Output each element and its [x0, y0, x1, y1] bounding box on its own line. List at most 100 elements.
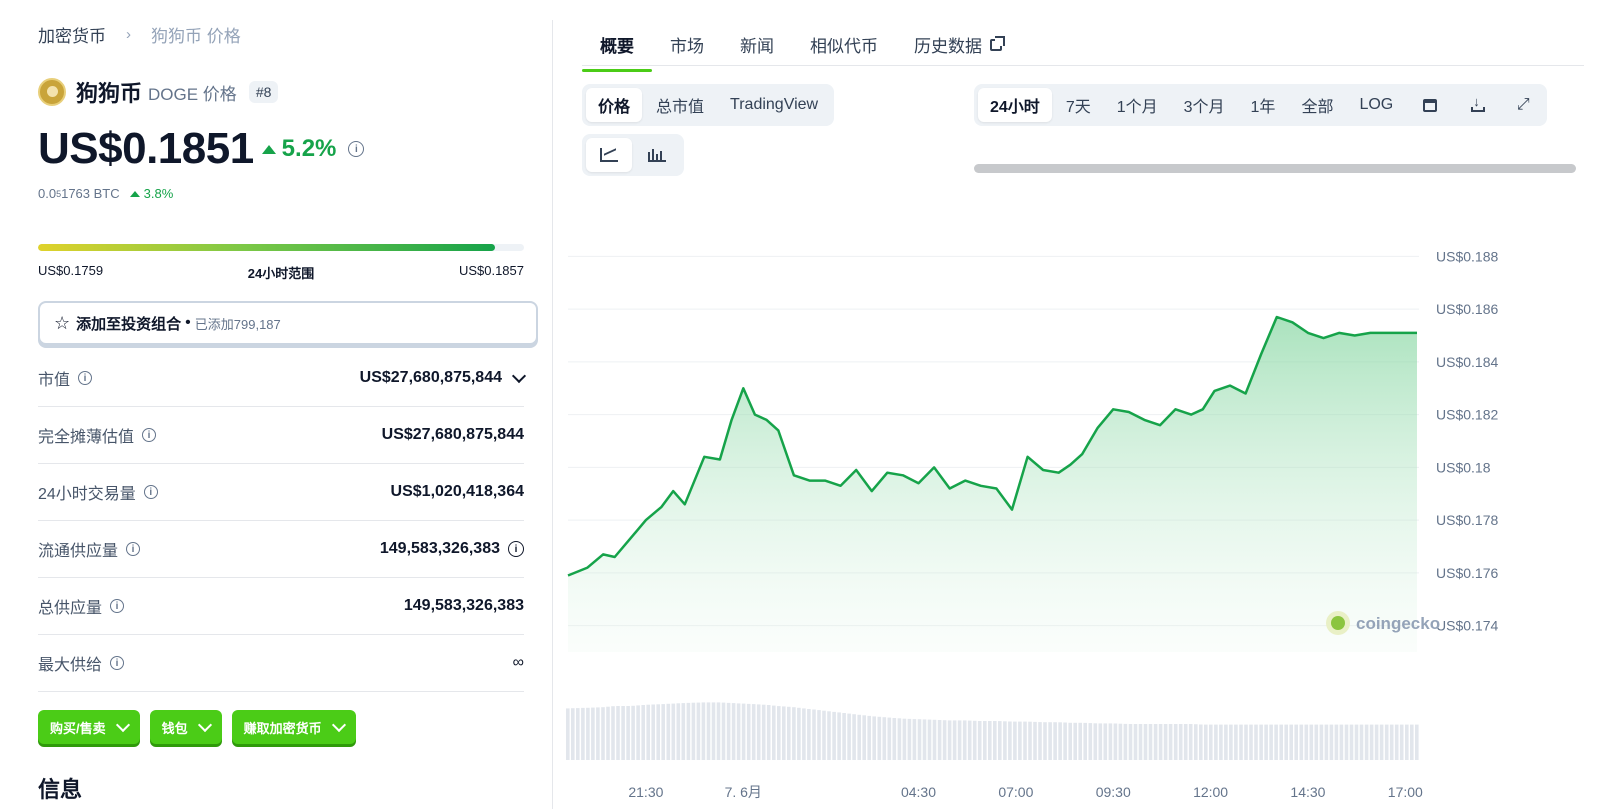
tab-historical-data[interactable]: 历史数据: [896, 28, 1020, 71]
buy-sell-label: 购买/售卖: [50, 720, 106, 736]
range-3m[interactable]: 3个月: [1183, 99, 1225, 116]
x-tick-label: 07:00: [998, 784, 1033, 800]
current-price: US$0.1851: [38, 124, 254, 173]
volume-bar: [842, 713, 846, 760]
x-tick-label: 17:00: [1388, 784, 1423, 800]
volume-bar: [1374, 724, 1379, 760]
stat-value: US$27,680,875,844: [381, 426, 524, 443]
info-heading: 信息: [38, 777, 83, 802]
log-scale-toggle[interactable]: LOG: [1359, 96, 1394, 113]
volume-bar: [741, 703, 746, 760]
chart-scrollbar[interactable]: [974, 164, 1576, 173]
info-icon[interactable]: i: [143, 485, 158, 499]
volume-bar: [1379, 724, 1384, 760]
stat-label: 市值 i: [38, 366, 93, 390]
chevron-down-icon[interactable]: [511, 368, 527, 384]
stat-label-text: 市值: [38, 372, 71, 389]
volume-bar: [1329, 724, 1334, 760]
info-icon[interactable]: i: [110, 656, 125, 670]
external-link-icon: [990, 35, 1005, 51]
info-icon[interactable]: i: [126, 542, 141, 556]
tab-overview[interactable]: 概要: [582, 28, 652, 72]
stat-value: US$27,680,875,844: [360, 368, 527, 387]
volume-bar: [1244, 724, 1248, 760]
volume-bar: [1209, 724, 1213, 760]
x-axis-labels: 21:30 7. 6月 04:30 07:00 09:30 12:00 14:30 17:00: [628, 784, 1423, 800]
chevron-down-icon: [115, 717, 130, 733]
range-7d[interactable]: 7天: [1065, 99, 1091, 116]
volume-bar: [1138, 724, 1143, 760]
volume-bar: [1264, 724, 1268, 760]
volume-bar: [812, 709, 816, 760]
volume-bar: [802, 708, 806, 760]
add-to-portfolio-button[interactable]: ☆ 添加至投资组合 • 已添加799,187: [38, 301, 538, 345]
volume-bar: [1013, 721, 1017, 760]
download-icon: [1471, 94, 1486, 112]
volume-bar: [957, 720, 962, 760]
date-picker-button[interactable]: [1407, 88, 1453, 122]
download-button[interactable]: [1455, 88, 1501, 122]
fullscreen-button[interactable]: ⤢: [1503, 88, 1543, 122]
chart-type-price[interactable]: 价格: [586, 88, 643, 122]
range-24h[interactable]: 24小时: [978, 88, 1052, 122]
volume-bar: [1183, 724, 1188, 760]
volume-bar: [832, 711, 836, 760]
volume-bar: [977, 721, 982, 760]
volume-bar: [1294, 724, 1298, 760]
tab-similar-coins[interactable]: 相似代币: [810, 37, 878, 56]
volume-bar: [1289, 724, 1293, 760]
volume-bar: [1033, 721, 1037, 760]
coingecko-watermark: coingecko: [1326, 611, 1440, 635]
tab-markets[interactable]: 市场: [670, 37, 704, 56]
volume-bar: [726, 702, 731, 760]
range-bar-fill: [38, 244, 495, 251]
stat-label: 总供应量 i: [38, 594, 125, 618]
y-tick-label: US$0.184: [1436, 354, 1498, 370]
volume-bar: [1088, 723, 1093, 760]
stats-table: 市值 i US$27,680,875,844 完全摊薄估值 i US$27,680,…: [38, 350, 527, 692]
volume-bar: [586, 707, 590, 760]
chart-type-market-cap[interactable]: 总市值: [656, 99, 705, 116]
range-bar: [38, 244, 524, 251]
volume-bar: [1384, 724, 1389, 760]
earn-crypto-button[interactable]: 赚取加密货币: [231, 710, 356, 744]
buy-sell-button[interactable]: 购买/售卖: [38, 710, 140, 744]
volume-bar: [591, 707, 595, 760]
volume-bar: [571, 708, 575, 760]
volume-bar: [988, 721, 992, 760]
stat-row-market-cap[interactable]: 市值 i US$27,680,875,844: [38, 350, 527, 407]
chart-type-tradingview[interactable]: TradingView: [730, 96, 819, 113]
volume-bar: [787, 706, 791, 760]
info-icon[interactable]: i: [508, 541, 524, 557]
info-icon[interactable]: i: [142, 428, 157, 442]
rank-badge: #8: [248, 81, 279, 103]
price-change-badge: 5.2%: [261, 135, 336, 163]
volume-bar: [867, 715, 871, 760]
tab-news[interactable]: 新闻: [740, 37, 774, 56]
wallet-button[interactable]: 钱包: [149, 710, 222, 744]
price-chart[interactable]: US$0.188 US$0.186 US$0.184 US$0.182 US$0.18 U…: [560, 180, 1600, 809]
range-1y[interactable]: 1年: [1250, 99, 1276, 116]
breadcrumb-root-link[interactable]: 加密货币: [38, 27, 106, 46]
y-tick-label: US$0.18: [1436, 459, 1491, 475]
volume-bar: [837, 712, 841, 760]
volume-bar: [1359, 724, 1364, 760]
candlestick-chart-button[interactable]: [634, 138, 680, 172]
volume-bar: [892, 718, 897, 760]
line-chart-button[interactable]: [586, 138, 632, 172]
volume-bar: [1284, 724, 1288, 760]
volume-bar: [1274, 724, 1278, 760]
info-icon[interactable]: i: [110, 599, 125, 613]
range-all[interactable]: 全部: [1301, 99, 1334, 116]
volume-bar: [1188, 724, 1193, 760]
info-icon[interactable]: i: [78, 371, 93, 385]
volume-bar: [1098, 723, 1103, 760]
volume-bar: [686, 702, 691, 760]
volume-bar: [1410, 724, 1414, 760]
info-icon[interactable]: i: [348, 141, 365, 157]
volume-bar: [706, 702, 711, 760]
volume-bar: [1118, 723, 1123, 760]
volume-bar: [772, 705, 776, 760]
chevron-right-icon: ›: [126, 26, 131, 43]
range-1m[interactable]: 1个月: [1116, 99, 1158, 116]
